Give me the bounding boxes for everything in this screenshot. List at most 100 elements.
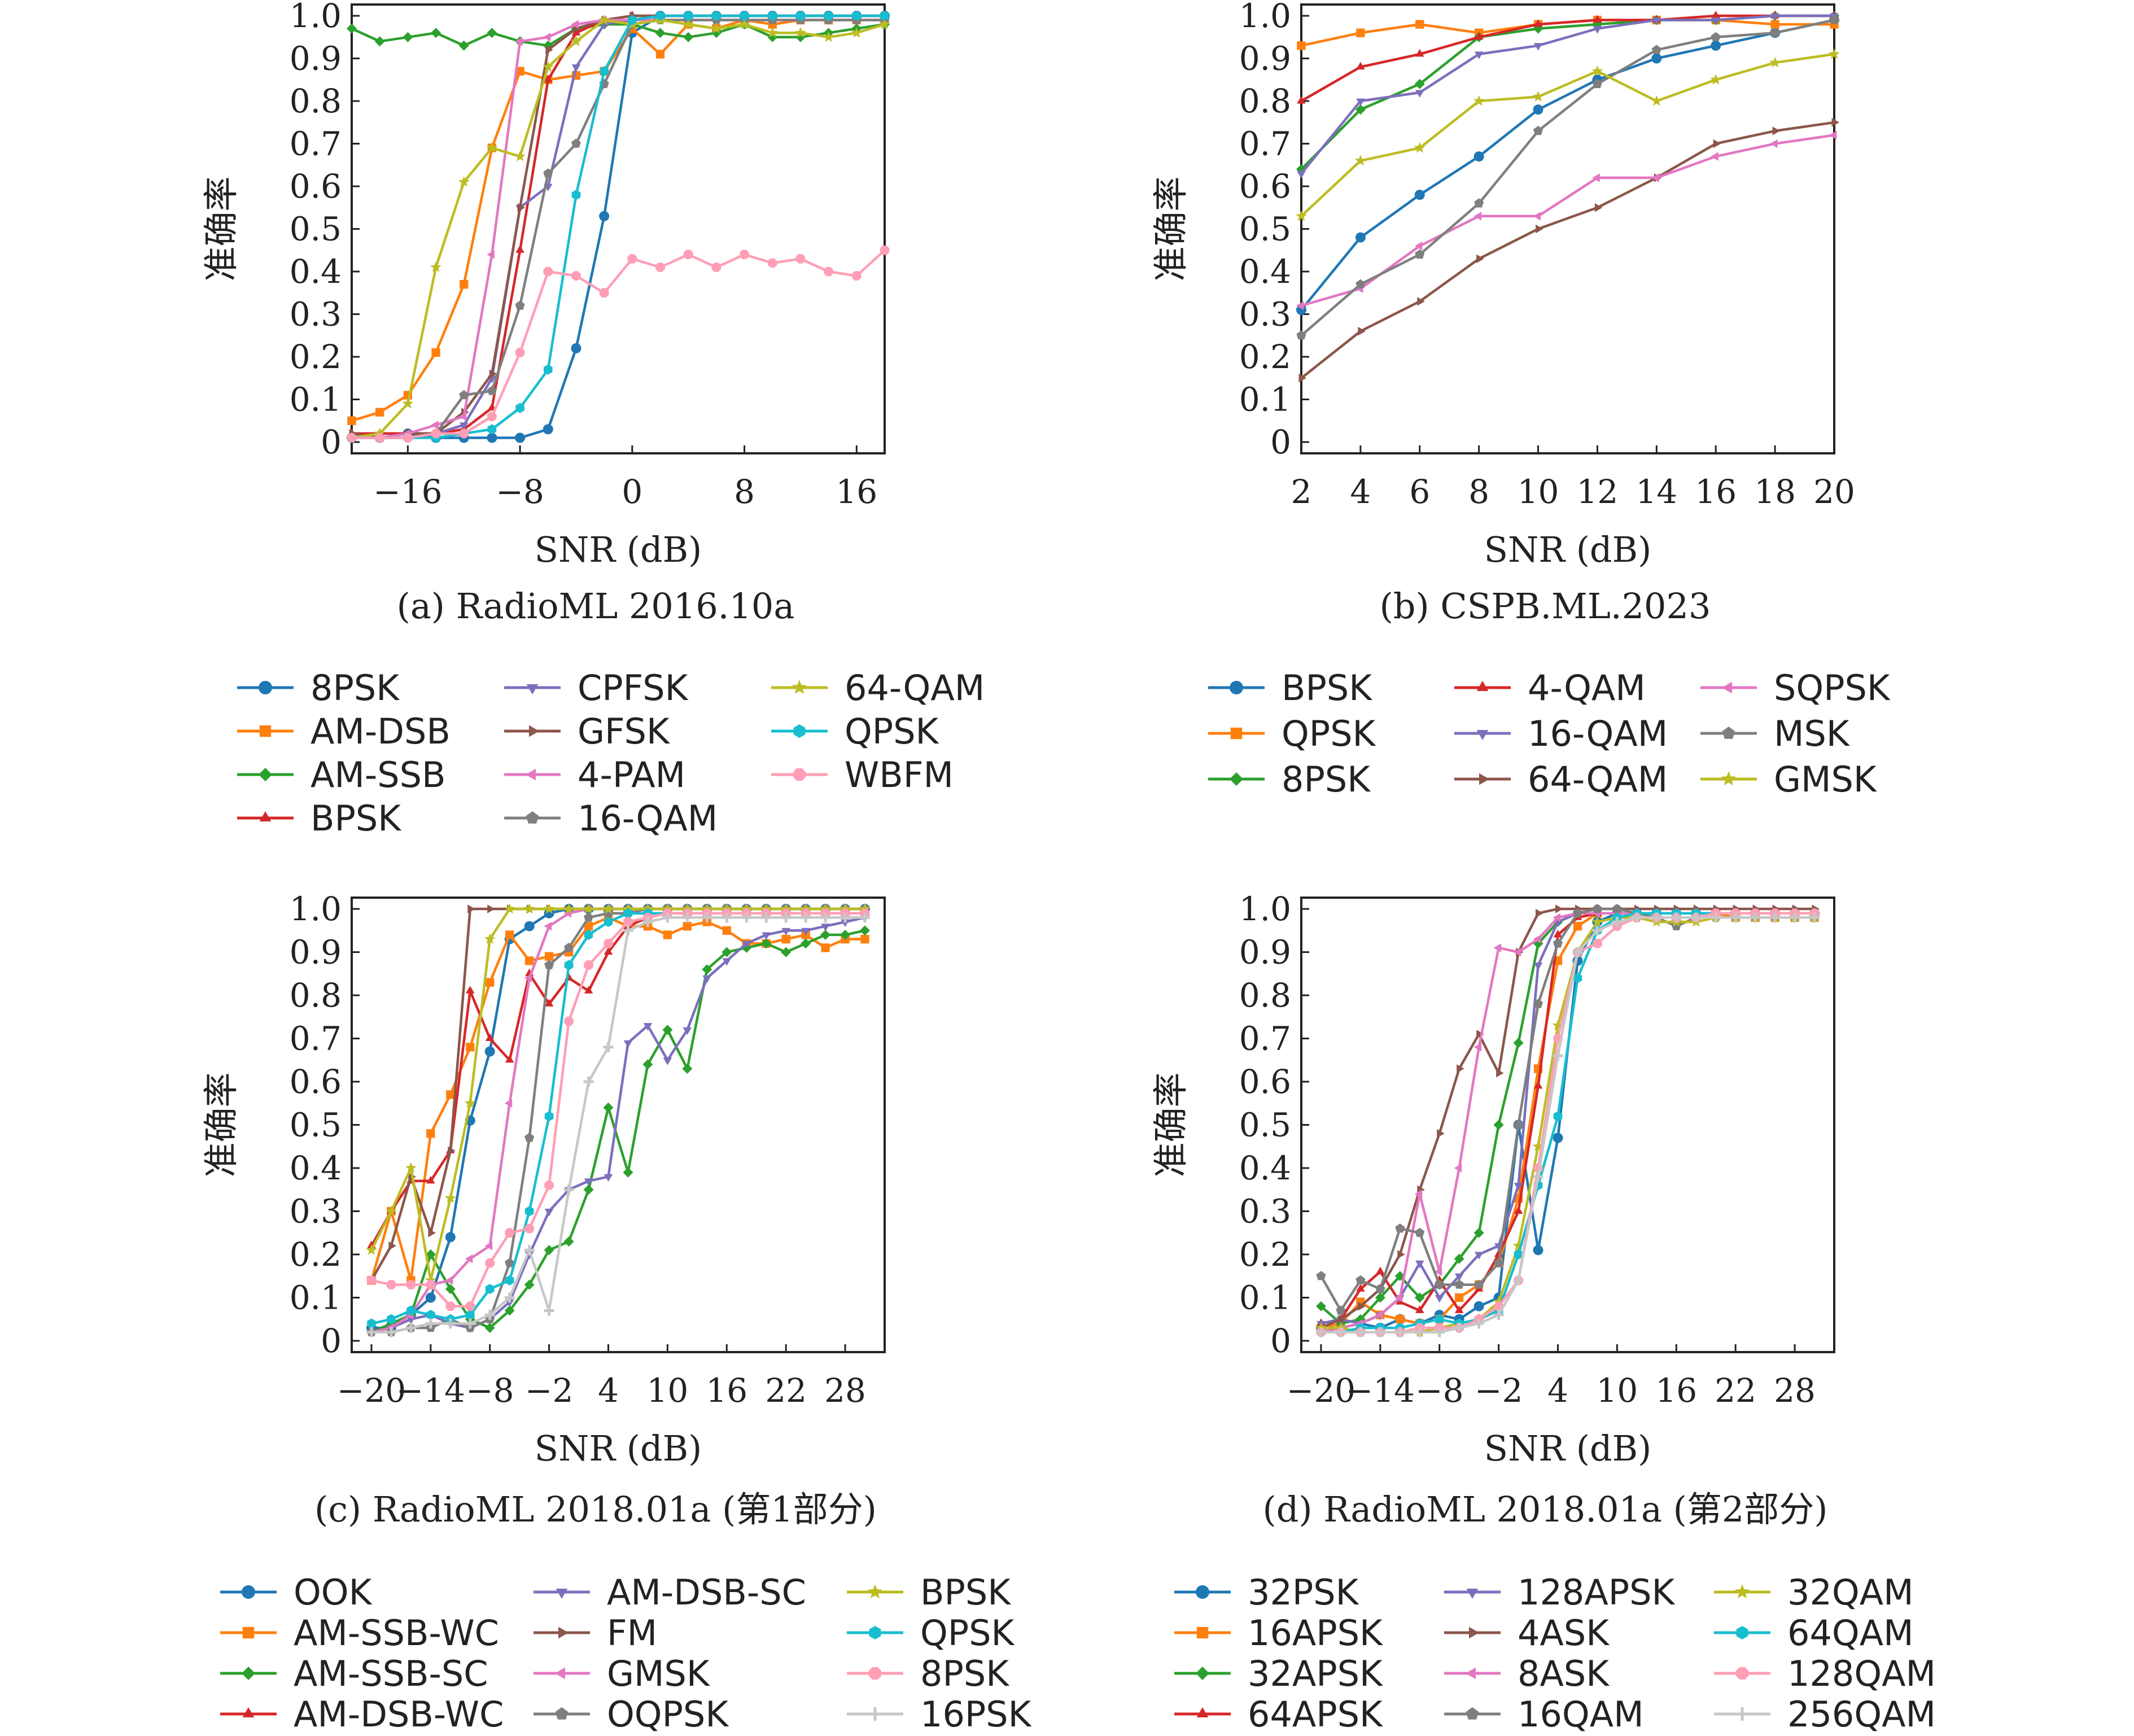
series-16PSK <box>366 912 871 1337</box>
legend-marker <box>1735 1667 1749 1680</box>
legend-entry-AM-SSB-WC: AM-SSB-WC <box>220 1612 499 1654</box>
series-4ASK <box>1318 904 1820 1332</box>
series-32QAM <box>1315 912 1820 1337</box>
y-tick-label: 1.0 <box>290 890 342 928</box>
series-line <box>370 907 865 1282</box>
data-point <box>564 960 574 970</box>
legend-marker <box>259 768 272 781</box>
data-point <box>445 1276 453 1285</box>
data-point <box>1415 20 1424 29</box>
data-point <box>1473 1318 1484 1329</box>
data-point <box>505 1299 514 1308</box>
series-16-QAM <box>1297 13 1839 179</box>
x-axis-label: SNR (dB) <box>1484 529 1652 570</box>
series-line <box>352 14 885 439</box>
data-point <box>583 903 594 914</box>
data-point <box>1434 1327 1445 1337</box>
y-tick-label: 0.1 <box>290 1279 342 1317</box>
data-point <box>459 390 469 400</box>
data-point <box>386 1327 396 1337</box>
data-point <box>524 973 532 983</box>
data-point <box>1335 1327 1346 1337</box>
data-point <box>711 263 721 272</box>
data-point <box>1710 73 1722 85</box>
data-point <box>484 933 496 944</box>
series-line <box>1300 14 1834 174</box>
data-point <box>458 412 467 421</box>
data-point <box>584 912 594 922</box>
y-tick-label: 1.0 <box>1239 890 1291 928</box>
data-point <box>1336 1305 1346 1315</box>
data-point <box>1455 1293 1464 1302</box>
data-point <box>467 904 475 913</box>
x-tick-label: 10 <box>1597 1371 1638 1410</box>
data-point <box>1593 26 1602 34</box>
data-point <box>795 27 806 38</box>
data-point <box>1612 916 1623 927</box>
data-point <box>1454 1273 1464 1282</box>
series-256QAM <box>1315 912 1820 1337</box>
y-tick-label: 0.8 <box>290 82 342 120</box>
series-64-QAM <box>346 14 890 443</box>
y-axis-label: 准确率 <box>200 176 242 281</box>
series-line <box>371 916 865 1333</box>
data-point <box>1358 1302 1366 1311</box>
data-point <box>544 1180 554 1190</box>
legend-label: 64-QAM <box>1528 759 1668 800</box>
data-point <box>722 926 731 935</box>
data-point <box>544 75 553 82</box>
x-tick-label: −20 <box>337 1371 406 1410</box>
data-point <box>781 912 791 923</box>
data-point <box>515 67 524 76</box>
data-point <box>1533 963 1543 970</box>
legend-label: FM <box>607 1612 657 1654</box>
x-tick-label: −14 <box>1346 1371 1415 1410</box>
data-point <box>544 952 554 961</box>
data-point <box>655 28 666 38</box>
data-point <box>374 36 385 47</box>
y-tick-label: 0.6 <box>290 1062 342 1101</box>
data-point <box>1457 1064 1464 1073</box>
y-tick-label: 0.4 <box>290 1149 342 1187</box>
data-point <box>387 1314 396 1324</box>
series-16-QAM <box>347 15 890 442</box>
data-point <box>762 932 771 940</box>
data-point <box>1355 104 1366 115</box>
data-point <box>514 150 526 161</box>
legend-marker <box>1721 771 1737 786</box>
legend-marker <box>1196 1707 1209 1717</box>
data-point <box>1414 241 1423 251</box>
data-point <box>767 32 778 42</box>
data-point <box>880 245 890 255</box>
series-4-PAM <box>347 15 887 443</box>
data-point <box>584 960 593 970</box>
data-point <box>1473 151 1484 162</box>
data-point <box>1591 65 1603 76</box>
data-point <box>1415 249 1425 259</box>
data-point <box>1533 43 1543 51</box>
legend-label: AM-SSB-WC <box>294 1612 499 1654</box>
series-64QAM <box>1317 908 1819 1337</box>
legend-marker <box>526 811 539 824</box>
data-point <box>504 1305 515 1316</box>
x-tick-label: 0 <box>622 473 642 511</box>
legend-marker <box>555 1667 565 1680</box>
data-point <box>1772 126 1781 135</box>
data-point <box>1711 912 1721 923</box>
data-point <box>1355 1275 1366 1285</box>
y-tick-label: 0 <box>1270 423 1291 461</box>
data-point <box>767 27 779 38</box>
data-point <box>683 1027 692 1035</box>
data-point <box>1297 170 1306 179</box>
x-tick-label: −16 <box>373 473 442 511</box>
legend-label: 32APSK <box>1248 1653 1383 1694</box>
data-point <box>515 403 524 413</box>
legend-entry-AM-DSB-WC: AM-DSB-WC <box>220 1694 504 1735</box>
data-point <box>1296 210 1307 221</box>
legend-entry-8ASK: 8ASK <box>1444 1653 1610 1694</box>
x-tick-label: 12 <box>1577 473 1619 511</box>
data-point <box>628 15 637 25</box>
data-point <box>840 912 851 923</box>
data-point <box>663 930 672 939</box>
